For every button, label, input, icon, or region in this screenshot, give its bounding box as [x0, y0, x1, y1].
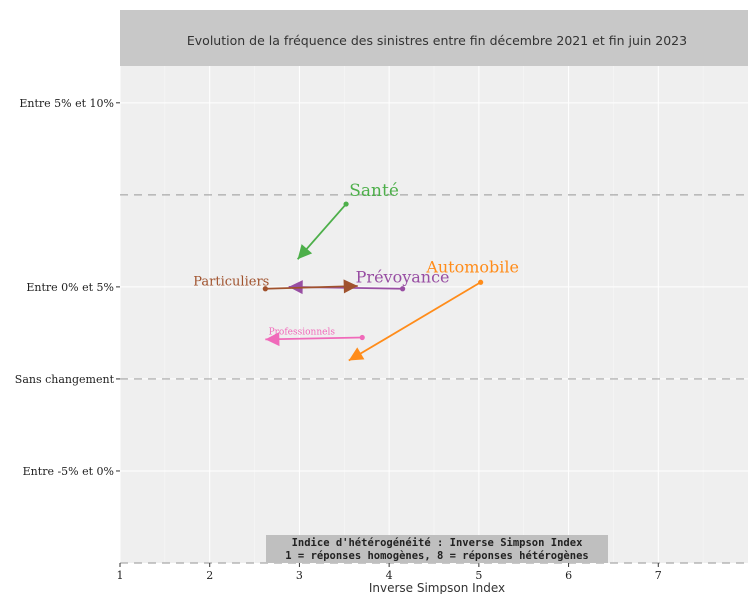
legend-note: Indice d'hétérogénéité : Inverse Simpson…	[266, 535, 608, 563]
series-label: Prévoyance	[356, 268, 450, 287]
series-label: Professionnels	[269, 328, 336, 338]
y-tick-label: Entre -5% et 0%	[23, 465, 114, 478]
chart-title: Evolution de la fréquence des sinistres …	[187, 33, 687, 48]
series-label: Particuliers	[193, 275, 269, 290]
x-tick-label: 6	[565, 569, 572, 582]
series-label: Santé	[349, 181, 399, 201]
series-label: Automobile	[425, 257, 519, 276]
x-tick-label: 7	[655, 569, 662, 582]
series-automobile: Automobile	[348, 257, 519, 362]
series-arrow-line	[265, 336, 363, 341]
x-tick-label: 1	[117, 569, 124, 582]
series-santé: Santé	[296, 181, 399, 260]
series-arrow-line	[265, 285, 358, 290]
y-tick-label: Sans changement	[15, 373, 115, 386]
series-professionnels: Professionnels	[265, 328, 365, 347]
note-line-2: 1 = réponses homogènes, 8 = réponses hét…	[285, 550, 588, 562]
series-start-point	[400, 286, 406, 292]
series-arrow-head	[343, 279, 358, 294]
y-tick-label: Entre 5% et 10%	[19, 97, 114, 110]
x-tick-label: 4	[386, 569, 393, 582]
note-line-1: Indice d'hétérogénéité : Inverse Simpson…	[292, 537, 583, 549]
series-arrow-head	[348, 347, 365, 361]
y-tick-label: Entre 0% et 5%	[26, 281, 114, 294]
x-tick-label: 5	[475, 569, 482, 582]
series-particuliers: Particuliers	[193, 275, 358, 294]
x-axis: 1 2 3 4 5 6 7	[117, 563, 662, 582]
x-tick-label: 2	[206, 569, 213, 582]
x-axis-label: Inverse Simpson Index	[369, 581, 505, 594]
series-start-point	[359, 334, 365, 341]
title-strip: Evolution de la fréquence des sinistres …	[120, 10, 748, 66]
series-start-point	[262, 286, 268, 292]
y-axis: Entre -5% et 0% Sans changement Entre 0% e…	[15, 97, 120, 478]
series-arrow-head	[297, 244, 313, 260]
series-start-point	[478, 279, 484, 285]
series-arrow-line	[348, 281, 482, 362]
x-tick-label: 3	[296, 569, 303, 582]
series-start-point	[343, 201, 349, 207]
series-arrow-head	[265, 332, 280, 347]
